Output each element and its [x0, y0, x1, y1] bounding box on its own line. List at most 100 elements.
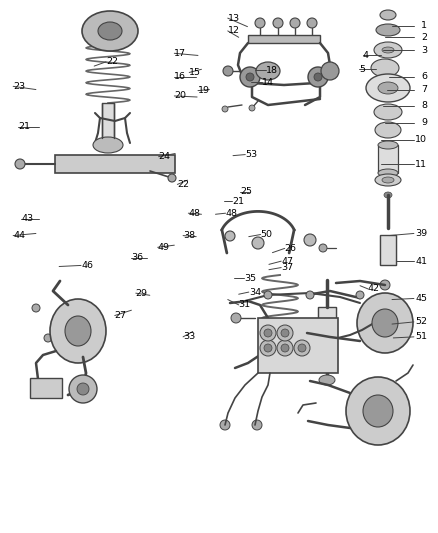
Ellipse shape — [260, 325, 276, 341]
Ellipse shape — [308, 67, 328, 87]
Ellipse shape — [357, 293, 413, 353]
Ellipse shape — [98, 22, 122, 40]
Circle shape — [273, 18, 283, 28]
Text: 43: 43 — [21, 214, 33, 223]
Text: 45: 45 — [415, 294, 427, 303]
Text: 5: 5 — [359, 65, 365, 74]
Text: 34: 34 — [249, 288, 261, 296]
Ellipse shape — [378, 169, 398, 177]
Circle shape — [225, 231, 235, 241]
Text: 8: 8 — [421, 101, 427, 110]
Ellipse shape — [294, 340, 310, 356]
Text: 16: 16 — [174, 72, 186, 81]
Text: 41: 41 — [415, 257, 427, 265]
Text: 38: 38 — [183, 231, 195, 240]
Text: 22: 22 — [106, 58, 118, 66]
Ellipse shape — [371, 59, 399, 77]
Circle shape — [255, 18, 265, 28]
Ellipse shape — [363, 395, 393, 427]
Circle shape — [15, 159, 25, 169]
Text: 21: 21 — [232, 197, 244, 206]
Ellipse shape — [375, 122, 401, 138]
Ellipse shape — [82, 11, 138, 51]
Text: 18: 18 — [266, 66, 278, 75]
Circle shape — [319, 244, 327, 252]
Text: 44: 44 — [13, 231, 25, 240]
Ellipse shape — [366, 74, 410, 102]
Text: 9: 9 — [421, 118, 427, 127]
Ellipse shape — [321, 62, 339, 80]
Text: 48: 48 — [188, 209, 200, 217]
Text: 3: 3 — [421, 46, 427, 54]
Text: 46: 46 — [81, 261, 93, 270]
Ellipse shape — [372, 309, 398, 337]
Ellipse shape — [376, 24, 400, 36]
Text: 48: 48 — [226, 209, 237, 217]
Bar — [248, 35, 320, 43]
Ellipse shape — [374, 104, 402, 120]
Circle shape — [380, 280, 390, 290]
Text: 42: 42 — [368, 285, 380, 293]
Text: 39: 39 — [415, 229, 427, 238]
Text: 23: 23 — [13, 82, 25, 91]
Text: 31: 31 — [239, 301, 251, 309]
Circle shape — [220, 420, 230, 430]
Ellipse shape — [378, 82, 398, 94]
Text: 17: 17 — [174, 49, 186, 58]
Text: 25: 25 — [240, 188, 252, 196]
Circle shape — [290, 18, 300, 28]
Ellipse shape — [93, 137, 123, 153]
Ellipse shape — [382, 177, 394, 183]
Text: 11: 11 — [415, 160, 427, 168]
Circle shape — [44, 334, 52, 342]
Text: 52: 52 — [415, 318, 427, 326]
Bar — [318, 307, 336, 365]
Circle shape — [402, 326, 412, 336]
Text: 6: 6 — [421, 72, 427, 81]
Bar — [102, 103, 114, 143]
Text: 35: 35 — [244, 274, 257, 282]
Circle shape — [356, 291, 364, 299]
Text: 49: 49 — [158, 243, 170, 252]
Text: 7: 7 — [421, 85, 427, 94]
Ellipse shape — [256, 62, 280, 80]
Ellipse shape — [277, 340, 293, 356]
Text: 20: 20 — [174, 92, 186, 100]
Ellipse shape — [65, 316, 91, 346]
Text: 22: 22 — [177, 180, 189, 189]
Text: 27: 27 — [115, 311, 127, 320]
Text: 50: 50 — [261, 230, 272, 239]
Text: 13: 13 — [228, 14, 240, 22]
Ellipse shape — [298, 344, 306, 352]
Circle shape — [307, 18, 317, 28]
Ellipse shape — [375, 174, 401, 186]
Text: 15: 15 — [189, 68, 201, 77]
Ellipse shape — [346, 377, 410, 445]
Text: 47: 47 — [281, 257, 293, 265]
Bar — [55, 155, 175, 173]
Circle shape — [222, 106, 228, 112]
Ellipse shape — [77, 383, 89, 395]
Circle shape — [252, 237, 264, 249]
Circle shape — [252, 420, 262, 430]
Text: 14: 14 — [262, 78, 274, 86]
Ellipse shape — [384, 192, 392, 198]
Ellipse shape — [246, 73, 254, 81]
Text: 10: 10 — [415, 135, 427, 144]
Text: 33: 33 — [183, 333, 195, 341]
Circle shape — [306, 291, 314, 299]
Bar — [258, 318, 338, 373]
Circle shape — [249, 105, 255, 111]
Ellipse shape — [281, 344, 289, 352]
Text: 24: 24 — [159, 152, 170, 161]
Text: 4: 4 — [363, 51, 369, 60]
Ellipse shape — [319, 375, 335, 385]
Text: 37: 37 — [281, 263, 293, 272]
Circle shape — [168, 174, 176, 182]
Text: 12: 12 — [228, 27, 240, 35]
Text: 53: 53 — [245, 150, 258, 159]
Ellipse shape — [378, 141, 398, 149]
Circle shape — [231, 313, 241, 323]
Text: 2: 2 — [421, 33, 427, 42]
Bar — [30, 378, 62, 398]
